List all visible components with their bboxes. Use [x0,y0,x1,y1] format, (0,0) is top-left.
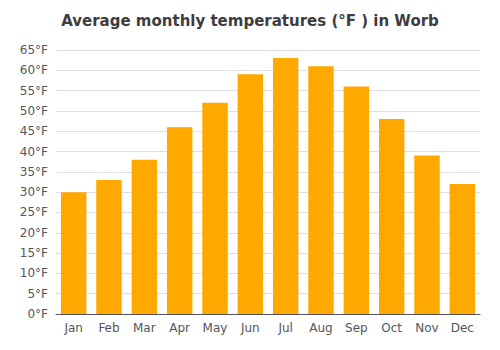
svg-text:Oct: Oct [381,321,402,335]
svg-text:30°F: 30°F [20,185,48,199]
svg-text:60°F: 60°F [20,63,48,77]
svg-text:Dec: Dec [451,321,474,335]
svg-text:Mar: Mar [133,321,156,335]
svg-text:Jun: Jun [240,321,260,335]
svg-text:10°F: 10°F [20,266,48,280]
svg-text:Feb: Feb [98,321,119,335]
svg-text:55°F: 55°F [20,84,48,98]
svg-text:5°F: 5°F [27,287,48,301]
svg-text:40°F: 40°F [20,145,48,159]
svg-text:Aug: Aug [309,321,332,335]
svg-text:25°F: 25°F [20,205,48,219]
svg-text:Average monthly temperatures (: Average monthly temperatures (°F ) in Wo… [61,12,439,30]
svg-text:45°F: 45°F [20,124,48,138]
svg-text:0°F: 0°F [27,307,48,321]
svg-text:50°F: 50°F [20,104,48,118]
svg-text:Apr: Apr [169,321,190,335]
svg-text:Sep: Sep [345,321,368,335]
svg-text:Nov: Nov [415,321,438,335]
svg-text:Jan: Jan [63,321,83,335]
svg-text:Jul: Jul [277,321,292,335]
svg-text:35°F: 35°F [20,165,48,179]
svg-text:20°F: 20°F [20,226,48,240]
svg-text:15°F: 15°F [20,246,48,260]
svg-text:May: May [203,321,228,335]
svg-text:65°F: 65°F [20,43,48,57]
